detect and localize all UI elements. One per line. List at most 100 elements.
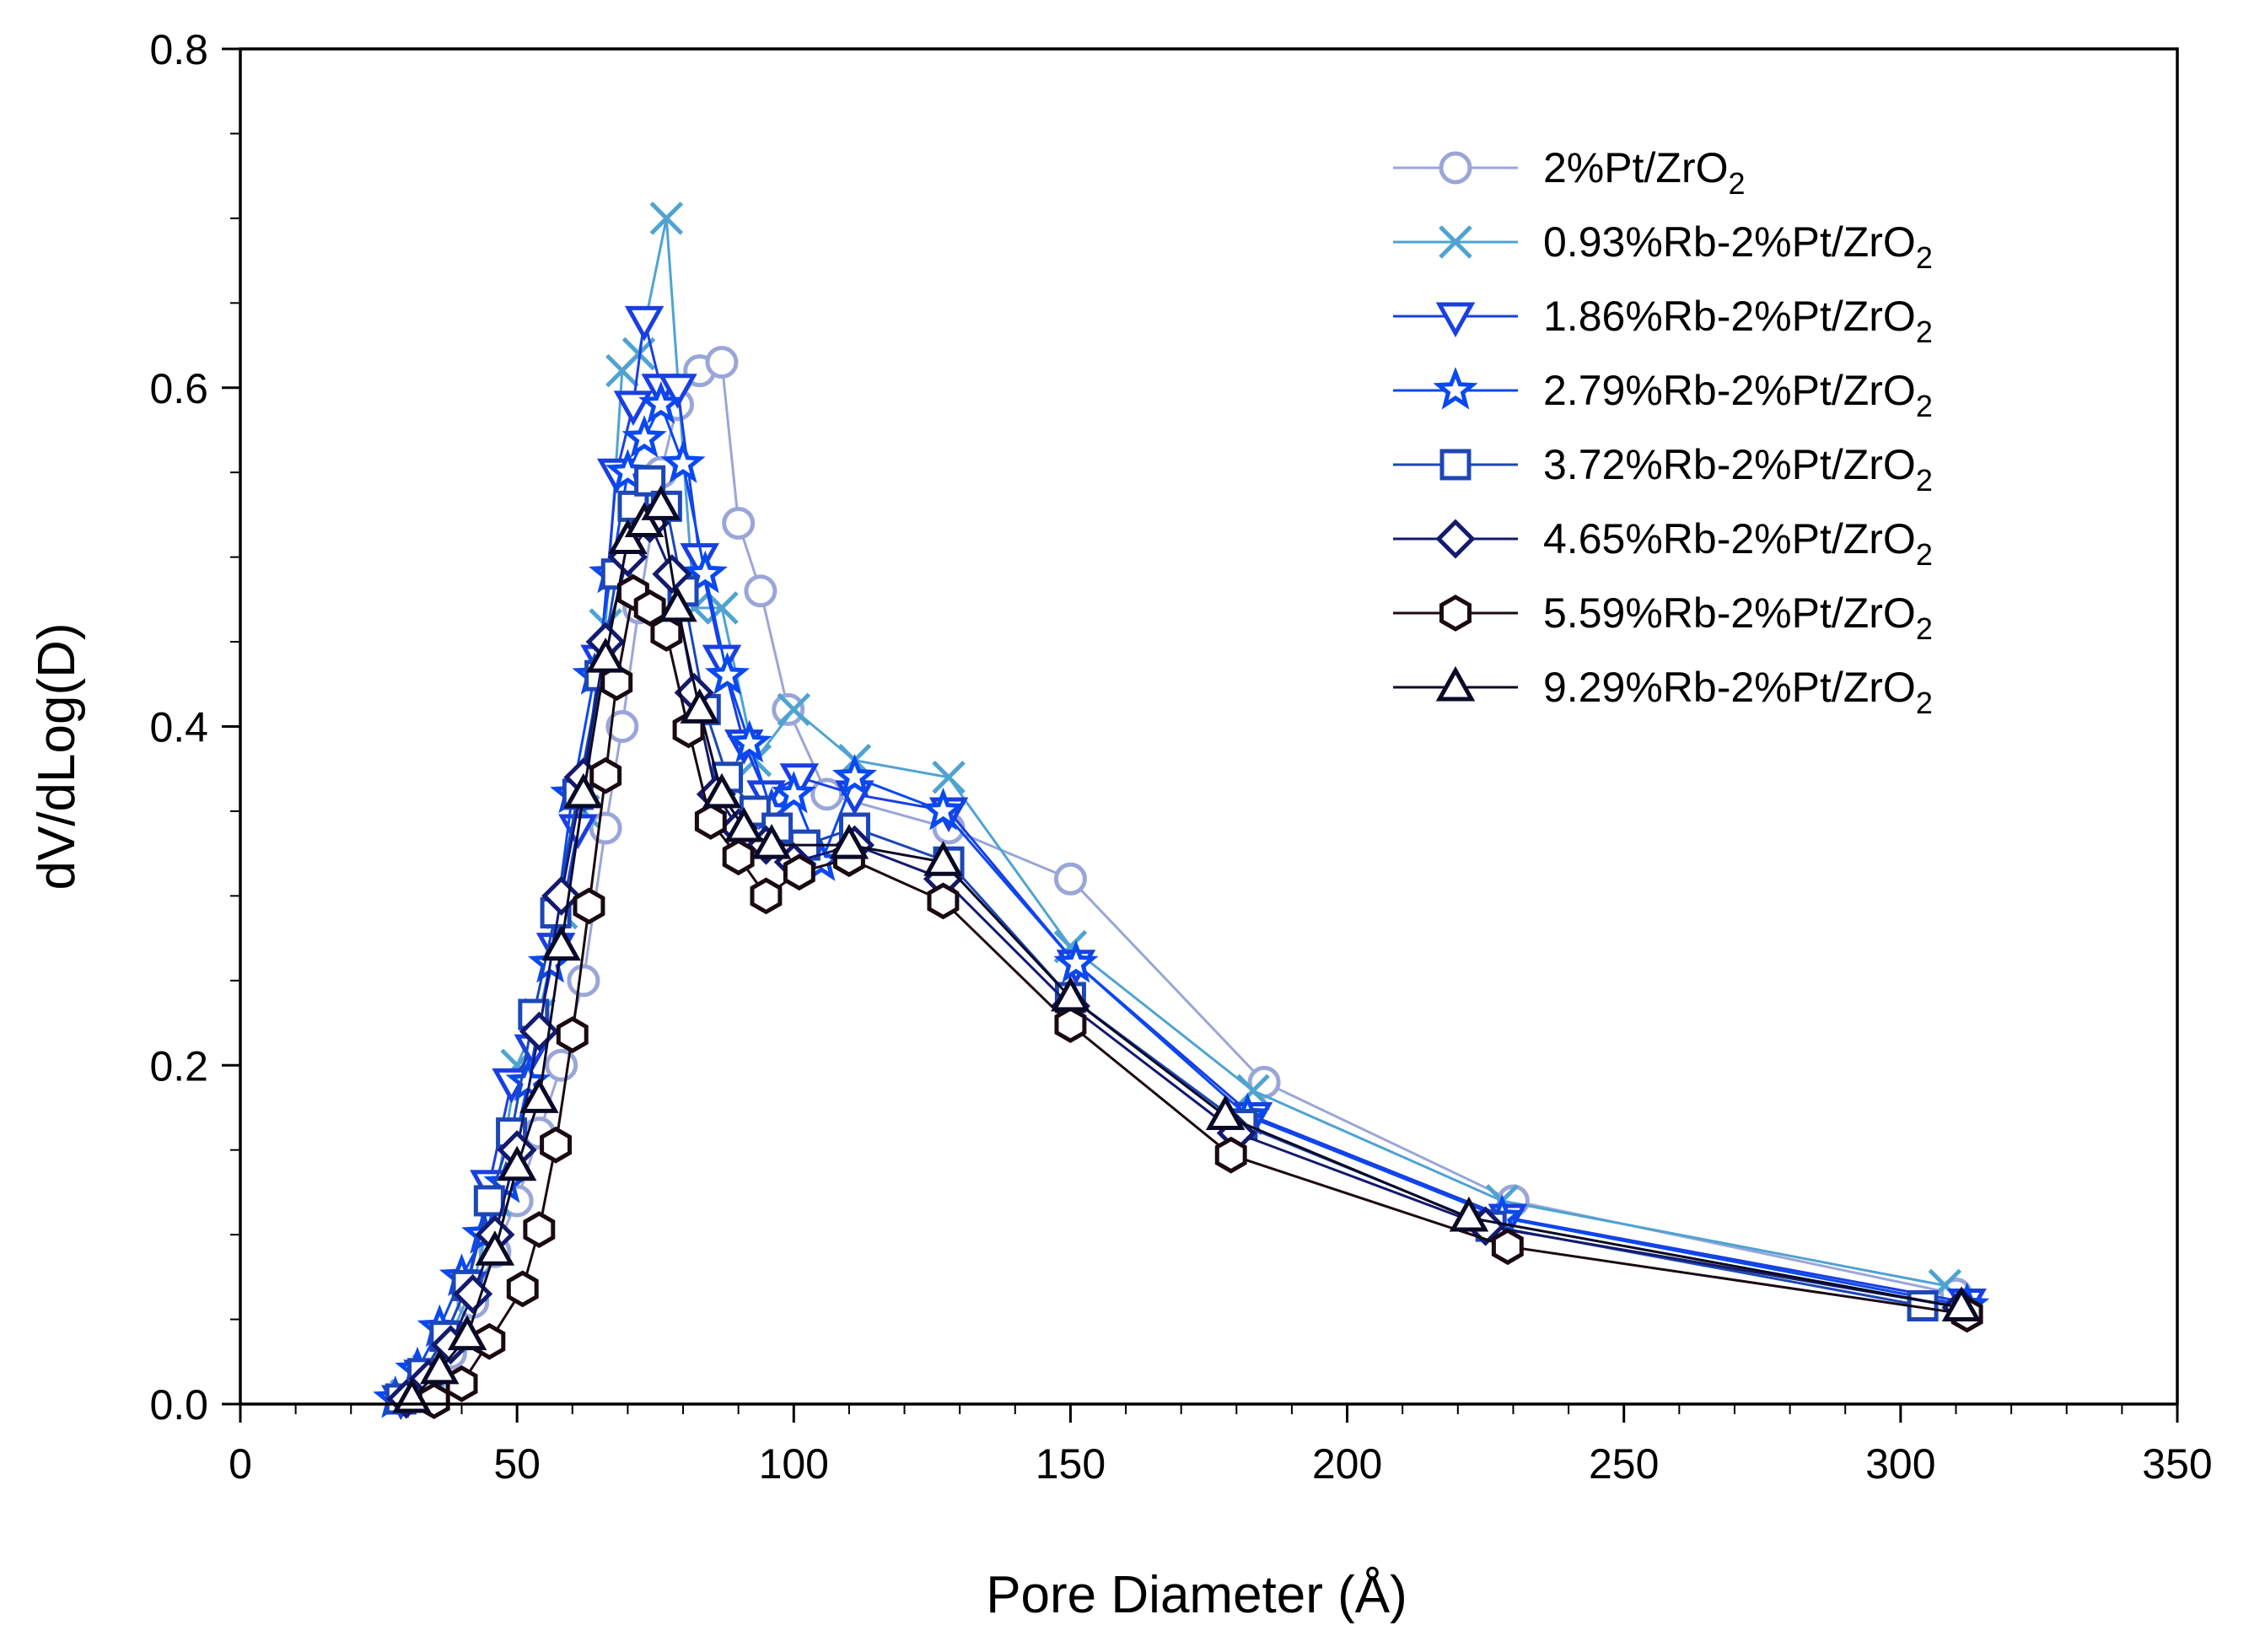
legend-item: 1.86%Rb-2%Pt/ZrO2 (1393, 293, 1933, 349)
legend-label-text: 3.72%Rb-2%Pt/ZrO (1543, 441, 1916, 488)
legend-item: 0.93%Rb-2%Pt/ZrO2 (1393, 218, 1933, 275)
data-point (810, 778, 844, 811)
data-point (702, 772, 742, 809)
legend-label-subscript: 2 (1916, 686, 1933, 720)
x-tick-label: 0 (229, 1440, 252, 1488)
x-tick-label: 250 (1589, 1440, 1659, 1488)
legend-item: 3.72%Rb-2%Pt/ZrO2 (1393, 441, 1933, 498)
x-tick-label: 100 (759, 1440, 829, 1488)
x-axis-title: Pore Diameter (Å) (986, 1566, 1407, 1624)
data-point (829, 823, 869, 859)
plot-border (239, 47, 2179, 1406)
data-point (1053, 862, 1087, 896)
data-point (545, 1048, 578, 1082)
plot-background (240, 49, 2177, 1404)
data-point (783, 853, 815, 891)
data-point (567, 964, 600, 998)
y-axis-title: dV/dLog(D) (28, 622, 86, 890)
legend-label-text: 5.59%Rb-2%Pt/ZrO (1543, 589, 1916, 637)
data-point (613, 390, 654, 426)
data-point (932, 760, 966, 794)
legend-marker (1439, 595, 1472, 632)
legend-marker (1433, 367, 1478, 410)
y-tick-label: 0.8 (149, 26, 208, 73)
legend-label-text: 4.65%Rb-2%Pt/ZrO (1543, 515, 1916, 562)
data-point (624, 502, 664, 537)
x-tick-label: 300 (1865, 1440, 1935, 1488)
data-point (1205, 1095, 1246, 1131)
data-point (447, 1315, 487, 1351)
data-point (920, 787, 966, 831)
data-point (771, 770, 816, 814)
data-point (621, 415, 667, 458)
data-point (1214, 1136, 1247, 1174)
data-point (641, 485, 681, 520)
data-point (634, 465, 666, 497)
data-point (727, 719, 772, 763)
data-point (475, 1230, 515, 1266)
data-point (506, 1270, 539, 1308)
plot-frame (239, 47, 2179, 1406)
data-point (694, 803, 727, 840)
data-point (772, 692, 805, 726)
data-point (519, 1078, 559, 1113)
legend-label-subscript: 2 (1916, 389, 1933, 423)
data-point (682, 550, 728, 594)
data-point (1053, 939, 1099, 983)
legend-item: 5.59%Rb-2%Pt/ZrO2 (1393, 589, 1933, 646)
data-point (638, 380, 684, 424)
plot-area (240, 49, 2177, 1404)
legend-label-subscript: 2 (1916, 463, 1933, 498)
data-point (1054, 1006, 1087, 1043)
data-point (563, 772, 604, 809)
data-point (523, 1211, 556, 1248)
data-point (1491, 1228, 1524, 1266)
legend: 2%Pt/ZrO20.93%Rb-2%Pt/ZrO21.86%Rb-2%Pt/Z… (1393, 144, 1933, 720)
data-point (751, 823, 792, 859)
data-point (923, 841, 963, 876)
series-8 (392, 485, 1982, 1413)
legend-label-subscript: 2 (1916, 537, 1933, 572)
legend-item: 2.79%Rb-2%Pt/ZrO2 (1393, 367, 1933, 423)
data-point (660, 440, 706, 483)
data-point (722, 506, 756, 540)
data-point (556, 1016, 589, 1053)
data-point (540, 1126, 572, 1164)
legend-marker (1435, 519, 1476, 559)
legend-label-subscript: 2 (1916, 240, 1933, 275)
legend-label-text: 2%Pt/ZrO (1543, 144, 1728, 191)
data-point (585, 638, 626, 673)
data-point (589, 811, 622, 845)
x-tick-label: 150 (1036, 1440, 1106, 1488)
data-point (658, 374, 697, 409)
data-point (744, 574, 777, 608)
data-point (650, 615, 683, 652)
legend-label: 9.29%Rb-2%Pt/ZrO2 (1543, 664, 1933, 720)
data-point (649, 202, 684, 235)
legend-marker (1435, 665, 1476, 702)
legend-marker (1439, 449, 1472, 481)
data-point (777, 692, 811, 727)
data-point (633, 589, 666, 627)
data-point (658, 586, 697, 622)
data-point (722, 838, 755, 876)
legend-label-text: 0.93%Rb-2%Pt/ZrO (1543, 218, 1916, 266)
legend-label: 3.72%Rb-2%Pt/ZrO2 (1543, 441, 1933, 498)
legend-label: 2.79%Rb-2%Pt/ZrO2 (1543, 367, 1933, 423)
legend-label-text: 2.79%Rb-2%Pt/ZrO (1543, 367, 1916, 414)
legend-item: 2%Pt/ZrO2 (1393, 144, 1746, 201)
data-point (705, 346, 739, 379)
y-tick-label: 0.0 (149, 1381, 208, 1429)
y-tick-label: 0.2 (149, 1042, 208, 1090)
data-point (927, 882, 960, 920)
data-point (420, 1348, 460, 1385)
legend-label: 1.86%Rb-2%Pt/ZrO2 (1543, 293, 1933, 349)
data-point (541, 925, 581, 961)
data-point (608, 519, 648, 555)
data-point (1449, 1196, 1489, 1232)
legend-item: 4.65%Rb-2%Pt/ZrO2 (1393, 515, 1933, 572)
legend-label-text: 1.86%Rb-2%Pt/ZrO (1543, 293, 1916, 340)
series-layer (373, 202, 1990, 1421)
legend-label: 2%Pt/ZrO2 (1543, 144, 1746, 201)
